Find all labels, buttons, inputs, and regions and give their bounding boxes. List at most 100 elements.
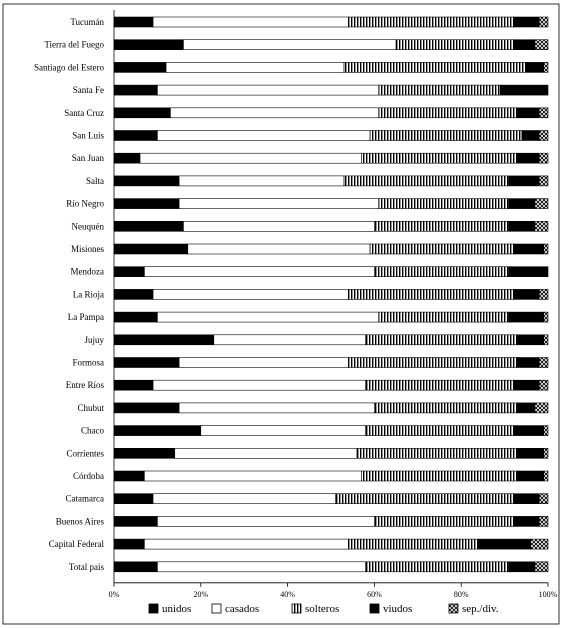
bar-segment-casados [152, 379, 367, 391]
bar-segment-casados [178, 198, 380, 209]
bar-segment-casados [187, 243, 371, 255]
x-tick-label: 100% [539, 590, 558, 599]
bar-segment-viudos [508, 561, 536, 573]
category-label: Santiago del Estero [34, 62, 104, 72]
category-label: San Juan [72, 153, 105, 163]
category-label: Catamarca [66, 494, 104, 504]
category-label: Neuquén [72, 221, 105, 231]
legend-swatch [448, 603, 459, 614]
bar-segment-casados [178, 175, 345, 187]
bar-segment-casados [170, 107, 380, 119]
bar-segment-unidos [113, 516, 158, 527]
bar-segment-casados [152, 16, 349, 28]
bar-segment-viudos [478, 538, 531, 550]
bar-segment-sepdiv [539, 130, 549, 141]
category-label: Mendoza [71, 267, 105, 277]
bar-segment-unidos [113, 39, 184, 51]
bar-segment-solteros [343, 175, 510, 187]
bar-segment-casados [213, 334, 367, 346]
bar-segment-casados [165, 62, 345, 73]
bar-segment-solteros [335, 493, 514, 505]
legend-label: sep./div. [462, 603, 499, 615]
category-label: Capital Federal [49, 539, 105, 549]
bar-segment-unidos [113, 334, 215, 346]
bar-segment-solteros [369, 243, 514, 255]
bar-segment-unidos [113, 379, 154, 391]
bar-segment-unidos [113, 266, 145, 278]
bar-segment-unidos [113, 130, 158, 141]
bar-segment-solteros [378, 107, 518, 119]
category-label: Jujuy [84, 335, 104, 345]
category-label: La Rioja [73, 289, 104, 299]
bar-segment-unidos [113, 470, 145, 482]
bar-segment-sepdiv [543, 243, 549, 255]
bar-segment-sepdiv [539, 16, 549, 28]
legend-label: solteros [305, 603, 339, 615]
chart-frame [2, 3, 560, 625]
bar-segment-solteros [374, 402, 518, 414]
bar-segment-casados [157, 130, 371, 141]
bar-segment-casados [157, 516, 375, 527]
bar-segment-solteros [378, 198, 510, 209]
bar-segment-solteros [343, 62, 527, 73]
bar-segment-casados [152, 289, 349, 300]
category-label: Chaco [81, 426, 104, 436]
bar-segment-solteros [378, 84, 501, 96]
bar-segment-viudos [517, 447, 544, 459]
x-tick-label: 60% [367, 590, 382, 599]
bar-segment-unidos [113, 425, 202, 436]
bar-segment-casados [174, 447, 358, 459]
bar-segment-sepdiv [539, 107, 549, 119]
bar-segment-viudos [517, 470, 544, 482]
bar-segment-casados [178, 357, 349, 368]
bar-segment-unidos [113, 243, 189, 255]
bar-segment-casados [157, 84, 380, 96]
bar-segment-sepdiv [539, 493, 549, 505]
bar-segment-solteros [365, 379, 514, 391]
bar-segment-solteros [361, 152, 518, 164]
bar-segment-solteros [348, 357, 518, 368]
bar-segment-viudos [508, 175, 540, 187]
category-label: Misiones [71, 244, 105, 254]
category-label: Corrientes [67, 448, 105, 458]
bar-segment-casados [200, 425, 367, 436]
x-axis: 0% 20% 40% 60% 80% 100% [109, 10, 558, 599]
bar-segment-unidos [113, 402, 180, 414]
bar-segment-unidos [113, 16, 154, 28]
bar-segment-solteros [369, 130, 523, 141]
bar-segment-solteros [374, 266, 510, 278]
bar-segment-unidos [113, 107, 171, 119]
category-label: Río Negro [66, 199, 104, 209]
category-label: Chubut [77, 403, 104, 413]
bar-segment-casados [183, 39, 397, 51]
category-label: Salta [86, 176, 104, 186]
bar-segment-casados [144, 538, 349, 550]
legend: unidos casados solteros viudos sep./div. [148, 603, 499, 615]
bar-segment-sepdiv [539, 516, 549, 527]
category-label: La Pampa [68, 312, 104, 322]
bar-segment-viudos [517, 107, 540, 119]
bar-segment-viudos [512, 243, 544, 255]
bar-segment-sepdiv [539, 175, 549, 187]
bar-segment-solteros [395, 39, 514, 51]
bar-segment-viudos [512, 493, 540, 505]
bar-segment-sepdiv [543, 447, 549, 459]
bar-segment-solteros [348, 289, 514, 300]
bar-segment-solteros [365, 334, 518, 346]
category-label: Tucumán [70, 17, 104, 27]
bar-segment-unidos [113, 84, 158, 96]
bar-segment-solteros [374, 221, 510, 232]
bar-segment-viudos [499, 84, 549, 96]
bar-segment-casados [183, 221, 375, 232]
bar-segment-sepdiv [539, 289, 549, 300]
bar-segment-casados [144, 266, 375, 278]
category-label: Buenos Aires [56, 516, 105, 526]
bar-segment-casados [178, 402, 375, 414]
bar-segment-casados [139, 152, 362, 164]
bar-segment-solteros [361, 470, 518, 482]
bars-layer [113, 16, 549, 573]
bar-segment-sepdiv [539, 357, 549, 368]
bar-segment-unidos [113, 62, 167, 73]
bar-segment-viudos [512, 289, 540, 300]
legend-label: casados [225, 603, 259, 615]
